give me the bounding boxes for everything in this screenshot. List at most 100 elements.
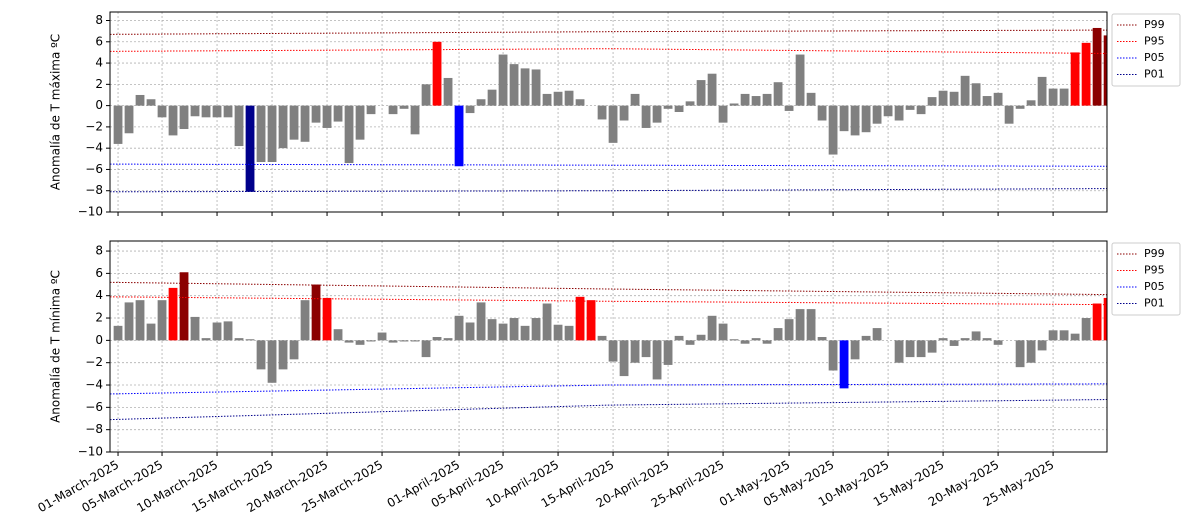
bar xyxy=(531,69,541,106)
bar xyxy=(982,96,992,106)
bar xyxy=(256,105,266,162)
bar xyxy=(861,105,871,133)
bar xyxy=(839,340,849,389)
y-tick-label: 0 xyxy=(95,98,103,112)
bar xyxy=(168,105,178,136)
bar xyxy=(179,105,189,130)
y-tick-label: 6 xyxy=(95,266,103,280)
bar xyxy=(971,83,981,106)
bar xyxy=(278,105,288,149)
bar xyxy=(685,340,695,345)
y-tick-label: −10 xyxy=(78,205,103,219)
bar xyxy=(245,105,255,192)
bar xyxy=(696,334,706,341)
bar xyxy=(509,64,519,106)
bar xyxy=(443,77,453,106)
bar xyxy=(1026,340,1036,363)
y-tick-label: 8 xyxy=(95,13,103,27)
legend-label: P01 xyxy=(1144,68,1165,81)
bar xyxy=(751,96,761,106)
bar xyxy=(729,339,739,341)
bar xyxy=(476,302,486,341)
y-tick-label: −2 xyxy=(85,355,103,369)
bar xyxy=(586,300,596,341)
bar xyxy=(1070,333,1080,341)
bar xyxy=(1081,318,1091,341)
bar xyxy=(498,54,508,106)
bar xyxy=(124,105,134,134)
y-axis-label: Anomalía de T máxima ºC xyxy=(49,34,63,190)
bar xyxy=(828,340,838,371)
y-tick-label: 4 xyxy=(95,56,103,70)
y-tick-label: −8 xyxy=(85,422,103,436)
bar xyxy=(1037,76,1047,106)
bar xyxy=(223,105,233,118)
bar xyxy=(223,321,233,341)
bar xyxy=(1015,340,1025,368)
plot-area xyxy=(110,27,1107,193)
bar xyxy=(113,105,123,144)
bar xyxy=(718,323,728,341)
bar xyxy=(1059,88,1069,106)
bar xyxy=(410,105,420,135)
bar xyxy=(333,105,343,122)
bar xyxy=(465,105,475,114)
bar xyxy=(465,322,475,341)
bar xyxy=(432,41,442,106)
bar xyxy=(388,105,398,115)
bar xyxy=(982,338,992,341)
bar xyxy=(443,338,453,341)
bar xyxy=(432,337,442,341)
bar xyxy=(1103,35,1107,106)
bar xyxy=(938,90,948,106)
bar xyxy=(256,340,266,370)
bar xyxy=(212,322,222,341)
bar xyxy=(190,316,200,341)
bar xyxy=(311,105,321,123)
bar xyxy=(201,338,211,341)
bar xyxy=(894,340,904,363)
bar xyxy=(608,340,618,362)
bar xyxy=(597,335,607,341)
bar xyxy=(410,340,420,342)
bar xyxy=(872,328,882,341)
bar xyxy=(300,300,310,341)
bar xyxy=(993,340,1003,345)
bar xyxy=(399,340,409,342)
bar xyxy=(509,318,519,341)
percentile-line xyxy=(110,29,1107,35)
bar xyxy=(718,105,728,123)
bar xyxy=(355,340,365,345)
bar xyxy=(157,105,167,118)
percentile-line xyxy=(110,296,1107,306)
bar xyxy=(476,99,486,106)
bar xyxy=(190,105,200,117)
bar xyxy=(234,338,244,341)
bar xyxy=(124,302,134,341)
legend-box xyxy=(1111,13,1181,87)
bar xyxy=(179,272,189,341)
percentile-line xyxy=(110,399,1107,421)
bar xyxy=(564,325,574,341)
bar xyxy=(1059,330,1069,341)
bar xyxy=(146,323,156,341)
bar xyxy=(949,340,959,346)
bar xyxy=(630,93,640,106)
bar xyxy=(740,93,750,106)
bar xyxy=(762,93,772,106)
bar xyxy=(289,105,299,140)
legend-label: P95 xyxy=(1144,35,1165,48)
bar xyxy=(135,300,145,341)
bar xyxy=(729,103,739,106)
bar xyxy=(630,340,640,363)
bar xyxy=(663,340,673,365)
bar xyxy=(520,325,530,341)
bar xyxy=(960,338,970,341)
bar xyxy=(520,68,530,106)
bar xyxy=(784,105,794,111)
bar xyxy=(289,340,299,360)
bar xyxy=(498,323,508,341)
bar xyxy=(1048,330,1058,341)
bar xyxy=(740,340,750,344)
bar xyxy=(784,319,794,341)
